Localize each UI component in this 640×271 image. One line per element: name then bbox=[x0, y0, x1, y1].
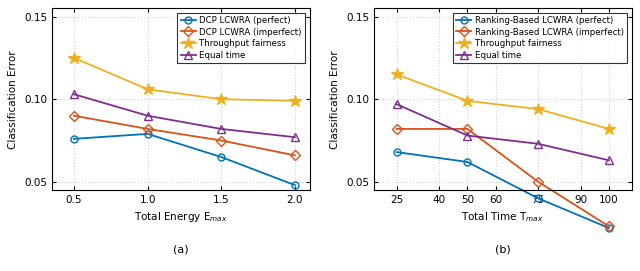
Throughput fairness bbox=[605, 127, 613, 131]
DCP LCWRA (imperfect) bbox=[70, 114, 78, 117]
Equal time bbox=[291, 136, 299, 139]
Equal time bbox=[534, 142, 542, 146]
DCP LCWRA (imperfect) bbox=[144, 127, 152, 131]
Y-axis label: Classification Error: Classification Error bbox=[330, 50, 340, 149]
Equal time bbox=[144, 114, 152, 117]
Throughput fairness bbox=[144, 88, 152, 91]
Ranking-Based LCWRA (imperfect) bbox=[463, 127, 471, 131]
Equal time bbox=[605, 159, 613, 162]
Equal time bbox=[70, 93, 78, 96]
Ranking-Based LCWRA (perfect) bbox=[463, 160, 471, 164]
X-axis label: Total Energy E$_{max}$: Total Energy E$_{max}$ bbox=[134, 211, 228, 224]
Ranking-Based LCWRA (imperfect) bbox=[605, 225, 613, 228]
DCP LCWRA (perfect) bbox=[70, 137, 78, 140]
Legend: DCP LCWRA (perfect), DCP LCWRA (imperfect), Throughput fairness, Equal time: DCP LCWRA (perfect), DCP LCWRA (imperfec… bbox=[177, 13, 305, 63]
Line: Ranking-Based LCWRA (imperfect): Ranking-Based LCWRA (imperfect) bbox=[393, 125, 612, 230]
Throughput fairness bbox=[393, 73, 401, 76]
DCP LCWRA (perfect) bbox=[218, 155, 225, 159]
Throughput fairness bbox=[463, 99, 471, 102]
Ranking-Based LCWRA (imperfect) bbox=[534, 180, 542, 183]
DCP LCWRA (perfect) bbox=[144, 132, 152, 136]
Throughput fairness bbox=[218, 98, 225, 101]
Line: DCP LCWRA (perfect): DCP LCWRA (perfect) bbox=[70, 130, 298, 189]
Line: DCP LCWRA (imperfect): DCP LCWRA (imperfect) bbox=[70, 112, 298, 159]
Equal time bbox=[393, 102, 401, 106]
Text: (a): (a) bbox=[173, 245, 189, 254]
DCP LCWRA (imperfect) bbox=[218, 139, 225, 142]
Ranking-Based LCWRA (perfect) bbox=[605, 227, 613, 230]
Equal time bbox=[463, 134, 471, 137]
Y-axis label: Classification Error: Classification Error bbox=[8, 50, 19, 149]
Ranking-Based LCWRA (perfect) bbox=[534, 197, 542, 200]
Equal time bbox=[218, 127, 225, 131]
DCP LCWRA (imperfect) bbox=[291, 154, 299, 157]
X-axis label: Total Time T$_{max}$: Total Time T$_{max}$ bbox=[461, 211, 544, 224]
Line: Equal time: Equal time bbox=[70, 90, 299, 141]
Line: Ranking-Based LCWRA (perfect): Ranking-Based LCWRA (perfect) bbox=[393, 149, 612, 231]
Ranking-Based LCWRA (imperfect) bbox=[393, 127, 401, 131]
Throughput fairness bbox=[534, 108, 542, 111]
Ranking-Based LCWRA (perfect) bbox=[393, 150, 401, 154]
Legend: Ranking-Based LCWRA (perfect), Ranking-Based LCWRA (imperfect), Throughput fairn: Ranking-Based LCWRA (perfect), Ranking-B… bbox=[452, 13, 627, 63]
Throughput fairness bbox=[291, 99, 299, 102]
Text: (b): (b) bbox=[495, 245, 511, 254]
Line: Throughput fairness: Throughput fairness bbox=[68, 52, 301, 107]
Line: Throughput fairness: Throughput fairness bbox=[390, 68, 615, 135]
Throughput fairness bbox=[70, 56, 78, 60]
DCP LCWRA (perfect) bbox=[291, 183, 299, 187]
Line: Equal time: Equal time bbox=[392, 100, 613, 164]
